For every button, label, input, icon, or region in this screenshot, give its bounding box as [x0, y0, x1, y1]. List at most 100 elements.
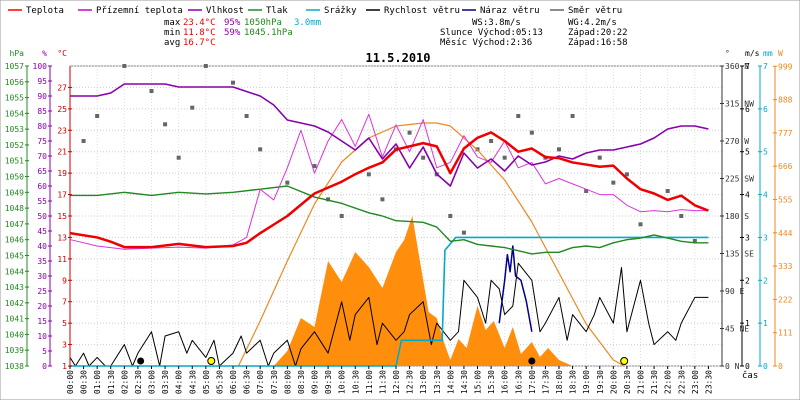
axis-tick-label: 0	[778, 362, 783, 371]
stat-min-label: min	[164, 28, 180, 38]
axis-tick-label: 777	[778, 129, 793, 138]
axis-tick-label: 75	[37, 137, 47, 146]
axis-tick-label: 222	[778, 295, 793, 304]
axis-tick-label: 5	[62, 319, 67, 328]
wind-direction-point	[244, 114, 249, 118]
wind-direction-point	[679, 214, 684, 218]
x-tick-label: 11:00	[365, 370, 374, 394]
x-tick-label: 08:00	[283, 370, 292, 394]
wind-direction-point	[489, 139, 494, 143]
series-line-tlak	[70, 185, 709, 255]
series-line-vlhkost	[70, 83, 709, 187]
wind-direction-point	[326, 197, 331, 202]
wind-direction-point	[176, 155, 181, 160]
x-tick-label: 01:00	[93, 370, 102, 394]
axis-tick-label: 19	[57, 169, 67, 178]
wind-direction-point	[557, 147, 561, 152]
stats-block: max 23.4°C 95% 1050hPa 3.0mm min 11.8°C …	[164, 18, 628, 48]
axis-tick-label: 55	[37, 197, 47, 206]
axis-tick-label: 7	[745, 62, 750, 71]
x-tick-label: 15:30	[487, 370, 496, 394]
wind-direction-point	[584, 189, 589, 193]
wind-direction-point	[407, 130, 412, 135]
wind-direction-point	[163, 122, 168, 127]
wind-direction-point	[448, 214, 453, 218]
wind-direction-point	[611, 180, 616, 185]
x-tick-label: 13:00	[419, 370, 428, 394]
axis-tick-label: 25	[57, 105, 67, 114]
axis-tick-label: 444	[778, 229, 793, 238]
axis-tick-label: 1044	[5, 267, 24, 276]
stat-max-rain: 3.0mm	[294, 18, 321, 28]
wind-direction-point	[312, 164, 317, 168]
axis-tick-label: 1046	[5, 236, 24, 245]
axis-tick-label: 5	[745, 148, 750, 157]
stat-max-press: 1050hPa	[244, 18, 282, 28]
axis-tick-label: 10	[37, 332, 47, 341]
axis-tick-label: 50	[37, 212, 47, 221]
stat-max-temp: 23.4°C	[183, 18, 216, 28]
axis-label-press: hPa	[10, 49, 25, 58]
x-tick-label: 07:00	[256, 370, 265, 394]
x-tick-label: 22:00	[664, 370, 673, 394]
axis-tick-label: 360 N	[725, 62, 749, 71]
wind-direction-point	[692, 239, 697, 243]
axis-tick-label: 17	[57, 191, 67, 200]
stat-wg: WG:4.2m/s	[568, 18, 617, 28]
wind-direction-point	[380, 197, 385, 202]
axis-tick-label: 1045	[5, 251, 24, 260]
wind-direction-point	[339, 214, 344, 218]
wind-direction-point	[258, 147, 263, 152]
axis-tick-label: 20	[37, 302, 47, 311]
sun-rise-icon	[207, 357, 216, 365]
stat-moon-set: Západ:16:58	[568, 38, 628, 48]
x-tick-label: 13:30	[433, 370, 442, 394]
axis-tick-label: 225 SW	[725, 175, 754, 184]
axis-tick-label: 1	[745, 319, 750, 328]
x-tick-label: 18:00	[555, 370, 564, 394]
series-line-rychlost-větru	[69, 262, 709, 367]
axis-tick-label: 1054	[5, 109, 24, 118]
x-tick-label: 04:30	[188, 370, 197, 394]
axis-tick-label: 15	[37, 317, 47, 326]
x-tick-label: 21:30	[650, 370, 659, 394]
stat-sun-set: Západ:20:22	[568, 28, 628, 38]
axis-tick-label: 0	[763, 362, 768, 371]
axis-tick-label: 9	[62, 276, 67, 285]
wind-direction-point	[665, 189, 670, 193]
wind-direction-point	[285, 180, 290, 185]
x-tick-label: 03:00	[148, 370, 157, 394]
x-tick-label: 19:00	[582, 370, 591, 394]
axis-tick-label: 65	[37, 167, 47, 176]
x-axis-label: čas	[742, 370, 758, 381]
x-tick-label: 22:30	[677, 370, 686, 394]
wind-direction-point	[81, 139, 86, 143]
x-tick-label: 12:30	[406, 370, 415, 394]
axis-tick-label: 0	[745, 362, 750, 371]
x-tick-label: 21:00	[637, 370, 646, 394]
axis-tick-label: 95	[37, 77, 47, 86]
wind-direction-point	[190, 105, 195, 110]
axis-label-dir: °	[725, 49, 730, 58]
wind-direction-point	[529, 130, 534, 135]
x-tick-label: 23:00	[691, 370, 700, 394]
axis-tick-label: 15	[57, 212, 67, 221]
stat-avg-label: avg	[164, 38, 180, 48]
stat-max-hum: 95%	[224, 18, 241, 28]
legend-label: Srážky	[324, 6, 357, 16]
axis-tick-label: 2	[745, 276, 750, 285]
stat-moon: Měsíc Východ:2:36	[440, 38, 532, 48]
plot-area	[69, 64, 723, 367]
wind-direction-point	[231, 80, 235, 85]
axis-tick-label: 5	[42, 347, 47, 356]
axis-tick-label: 0	[42, 362, 47, 371]
axis-tick-label: 25	[37, 287, 47, 296]
x-tick-label: 16:30	[514, 370, 523, 394]
axis-tick-label: 1048	[5, 204, 24, 213]
axis-tick-label: 85	[37, 107, 47, 116]
wind-direction-point	[203, 64, 208, 68]
axis-tick-label: 3	[62, 341, 67, 350]
axis-tick-label: 13	[57, 233, 67, 242]
moon-set-icon	[528, 357, 536, 365]
